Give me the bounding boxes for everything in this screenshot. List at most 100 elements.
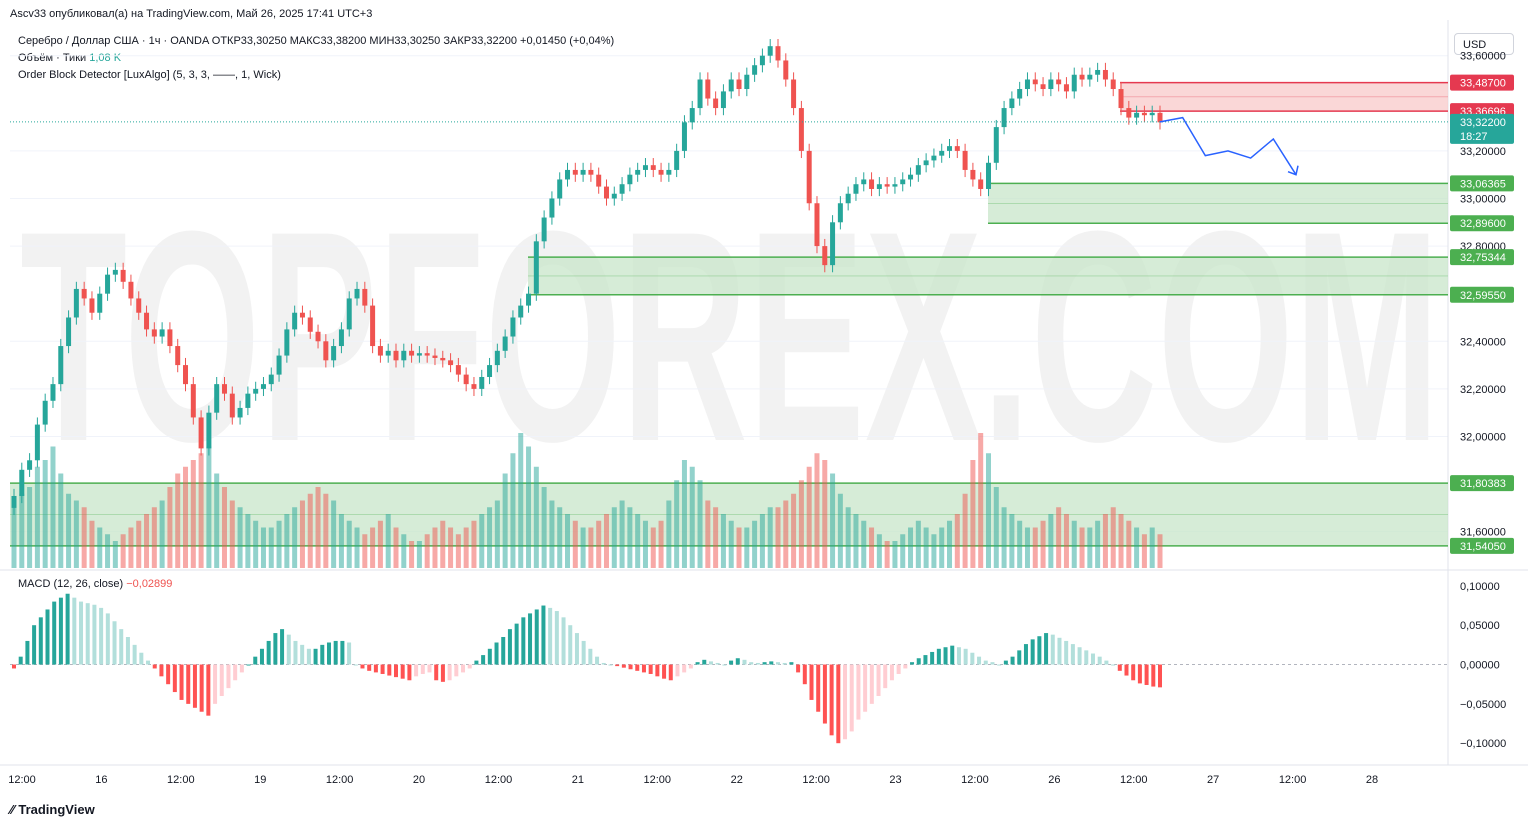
candle-body	[432, 355, 438, 358]
volume-bar	[307, 493, 313, 568]
candle-body	[245, 393, 251, 408]
macd-bar	[99, 607, 104, 665]
volume-bar	[837, 493, 843, 568]
macd-bar	[635, 664, 640, 671]
macd-bar	[943, 647, 948, 665]
time-tick-label: 12:00	[644, 774, 672, 786]
macd-bar	[889, 664, 894, 681]
tradingview-logo[interactable]: ⁄⁄ TradingView	[10, 802, 95, 817]
symbol-legend[interactable]: Серебро / Доллар США · 1ч · OANDA ОТКР33…	[18, 35, 615, 47]
macd-bar	[983, 660, 988, 665]
candle-body	[720, 91, 726, 109]
macd-bar	[65, 593, 70, 665]
macd-bar	[1017, 650, 1022, 665]
volume-bar	[720, 514, 726, 568]
time-tick-label: 21	[572, 774, 584, 786]
time-tick-label: 27	[1207, 774, 1219, 786]
macd-bar	[273, 633, 278, 665]
macd-bar	[52, 601, 57, 665]
volume-bar	[432, 527, 438, 568]
macd-bar	[394, 664, 398, 678]
macd-bar	[1144, 664, 1149, 685]
macd-bar	[166, 664, 171, 685]
candle-body	[494, 350, 500, 366]
macd-bar	[910, 662, 915, 665]
candle-body	[229, 393, 235, 418]
candle-body	[221, 384, 227, 394]
macd-bar	[554, 611, 559, 665]
volume-bar	[338, 514, 344, 568]
candle-body	[533, 241, 539, 294]
volume-bar	[830, 473, 836, 568]
volume-bar	[1141, 534, 1147, 568]
volume-bar	[370, 527, 376, 568]
time-tick-label: 16	[95, 774, 107, 786]
macd-bar	[648, 664, 653, 674]
candle-body	[268, 374, 274, 385]
macd-bar	[836, 664, 841, 744]
volume-bar	[198, 453, 204, 568]
candle-body	[377, 346, 383, 356]
candle-body	[50, 384, 56, 401]
price-label: 32,89600	[1460, 218, 1506, 230]
macd-bar	[481, 655, 486, 665]
forecast-path	[1159, 116, 1297, 176]
volume-bar	[237, 507, 243, 568]
candle-body	[1126, 108, 1132, 118]
macd-bar	[963, 648, 968, 665]
candle-body	[869, 179, 875, 189]
macd-bar	[179, 664, 184, 700]
candle-body	[315, 331, 321, 342]
candle-body	[471, 384, 477, 389]
volume-bar	[681, 460, 687, 568]
volume-legend[interactable]: Объём · Тики 1,08 K	[18, 52, 121, 64]
macd-bar	[326, 642, 331, 665]
time-tick-label: 12:00	[961, 774, 989, 786]
macd-bar	[729, 660, 734, 665]
volume-bar	[393, 527, 399, 568]
volume-bar	[58, 473, 64, 568]
candle-body	[884, 184, 890, 187]
volume-bar	[97, 527, 103, 568]
volume-bar	[900, 534, 906, 568]
candle-body	[167, 329, 173, 347]
indicator-legend[interactable]: Order Block Detector [LuxAlgo] (5, 3, 3,…	[18, 69, 281, 81]
macd-bar	[782, 662, 787, 665]
macd-legend[interactable]: MACD (12, 26, close) −0,02899	[18, 578, 172, 590]
macd-bar	[916, 658, 921, 665]
watermark-text: TOPFOREX.COM	[20, 168, 1440, 504]
candle-body	[565, 169, 571, 180]
candle-body	[619, 184, 625, 194]
currency-button[interactable]: USD	[1454, 33, 1514, 55]
volume-bar	[479, 514, 485, 568]
candle-body	[798, 108, 804, 151]
candle-body	[128, 281, 134, 299]
macd-bar	[849, 664, 854, 732]
candle-body	[557, 179, 563, 199]
candle-body	[346, 298, 352, 330]
volume-bar	[697, 480, 703, 568]
volume-bar	[611, 507, 617, 568]
candle-body	[814, 203, 820, 247]
publish-header: Ascv33 опубликовал(а) на TradingView.com…	[10, 8, 373, 20]
candle-body	[837, 203, 843, 223]
macd-label: MACD (12, 26, close)	[18, 578, 124, 590]
macd-bar	[1064, 640, 1069, 665]
macd-bar	[970, 652, 975, 665]
macd-bar	[1158, 664, 1162, 688]
candle-body	[144, 312, 150, 330]
price-tick-label: 32,00000	[1460, 431, 1506, 443]
price-label: 33,32200	[1460, 117, 1506, 129]
volume-bar	[323, 493, 329, 568]
tradingview-logo-icon: ⁄⁄	[10, 802, 15, 817]
candle-body	[190, 384, 196, 418]
macd-bar	[58, 597, 63, 665]
volume-bar	[346, 520, 352, 568]
candle-body	[806, 150, 812, 204]
candle-body	[580, 169, 586, 175]
candle-body	[97, 293, 103, 313]
volume-bar	[658, 520, 664, 568]
macd-bar	[876, 664, 881, 696]
macd-bar	[38, 617, 43, 665]
